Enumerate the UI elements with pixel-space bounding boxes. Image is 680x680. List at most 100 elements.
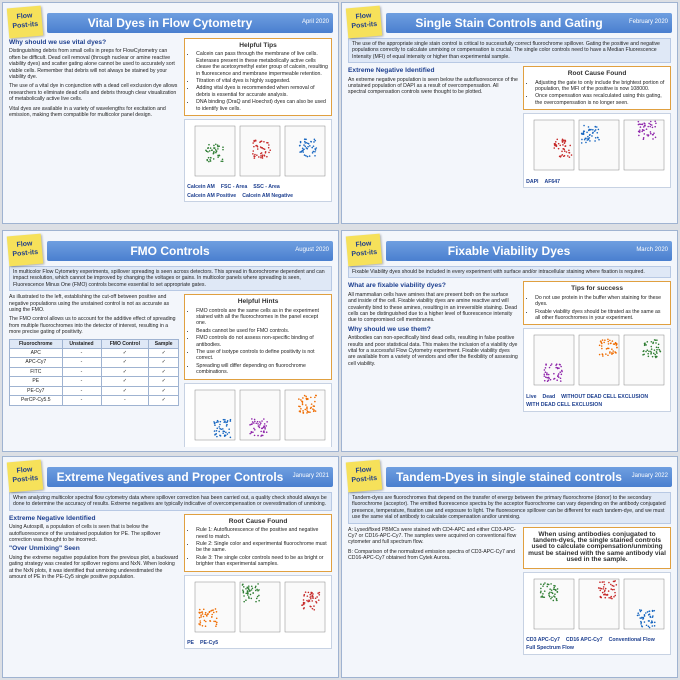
plot-shape xyxy=(305,155,307,157)
plot-shape xyxy=(213,429,216,432)
poster-title: Single Stain Controls and Gating xyxy=(415,16,603,30)
plot-shape xyxy=(306,405,308,408)
plot-shape xyxy=(242,590,245,592)
plot-shape xyxy=(214,433,217,435)
plot-shape xyxy=(654,120,657,123)
plot-shape xyxy=(304,591,307,593)
plot-shape xyxy=(219,427,221,430)
figure-plot xyxy=(533,578,665,629)
table-cell: ✓ xyxy=(100,357,150,368)
plot-shape xyxy=(253,427,255,429)
plot-shape xyxy=(298,405,300,407)
plot-shape xyxy=(607,347,609,350)
paragraph: A: Lysed/fixed PBMCs were stained with C… xyxy=(348,526,517,546)
poster-date: January 2022 xyxy=(631,473,668,479)
plot-shape xyxy=(264,426,266,429)
plot-shape xyxy=(597,128,600,131)
plot-shape xyxy=(544,371,547,374)
figure-labels: DAPI AF647 xyxy=(526,179,668,185)
plot-shape xyxy=(198,611,201,614)
plot-shape xyxy=(263,154,266,157)
plot-shape xyxy=(610,342,612,345)
plot-shape xyxy=(557,143,560,145)
plot-shape xyxy=(226,432,229,435)
plot-shape xyxy=(561,150,563,153)
plot-shape xyxy=(647,135,650,137)
plot-shape xyxy=(539,591,542,594)
plot-shape xyxy=(246,592,249,594)
plot-shape xyxy=(307,410,310,413)
plot-shape xyxy=(560,380,562,383)
plot-shape xyxy=(257,582,259,585)
plot-shape xyxy=(590,129,592,131)
poster-body: Tandem-dyes are fluorochromes that depen… xyxy=(348,492,671,673)
plot-shape xyxy=(306,599,308,601)
plot-shape xyxy=(647,355,650,358)
plot-shape xyxy=(266,141,268,144)
plot-shape xyxy=(638,123,641,126)
plot-shape xyxy=(545,364,547,367)
plot-shape xyxy=(213,611,215,613)
plot-shape xyxy=(309,605,312,607)
plot-shape xyxy=(304,140,306,143)
plot-shape xyxy=(594,126,597,128)
plot-shape xyxy=(564,139,567,142)
plot-shape xyxy=(251,417,253,420)
table-row: PE-Cy7- ✓ ✓ xyxy=(9,385,180,397)
plot-shape xyxy=(600,587,603,590)
plot-shape xyxy=(261,147,264,149)
tips-list: Do not use protein in the buffer when st… xyxy=(527,295,667,322)
plot-shape xyxy=(216,435,218,438)
plot-shape xyxy=(602,587,605,590)
plot-shape xyxy=(654,126,657,128)
plot-shape xyxy=(598,586,600,589)
plot-shape xyxy=(253,157,256,159)
poster-title: Fixable Viability Dyes xyxy=(447,244,571,258)
badge: Flow Post-its xyxy=(345,5,383,39)
badge: Flow Post-its xyxy=(6,459,44,493)
plot-shape xyxy=(194,581,236,632)
plot-shape xyxy=(311,607,314,610)
plot-shape xyxy=(549,588,552,590)
plot-shape xyxy=(651,609,654,611)
table-cell: PE-Cy7 xyxy=(9,385,63,397)
plot-shape xyxy=(268,144,270,146)
plot-shape xyxy=(315,147,318,149)
plot-shape xyxy=(657,347,660,349)
plot-shape xyxy=(209,160,212,162)
plot-shape xyxy=(581,138,583,141)
plot-shape xyxy=(659,351,662,353)
plot-shape xyxy=(208,160,210,163)
plot-shape xyxy=(613,588,615,591)
plot-shape xyxy=(645,128,648,131)
header-cell: FMO Control xyxy=(100,338,150,350)
plot-shape xyxy=(310,597,312,600)
plot-shape xyxy=(219,420,222,423)
tips-list: Calcein can pass through the membrane of… xyxy=(188,51,328,112)
plot-shape xyxy=(263,425,266,427)
plot-shape xyxy=(551,596,553,598)
plot-shape xyxy=(312,410,315,412)
plot-shape xyxy=(599,581,601,583)
plot-shape xyxy=(308,155,311,157)
paragraph: The FMO control allows us to account for… xyxy=(9,316,176,336)
plot-shape xyxy=(640,609,643,611)
tips-heading: Root Cause Found xyxy=(228,517,288,525)
plot-shape xyxy=(257,589,259,592)
poster-title: Vital Dyes in Flow Cytometry xyxy=(87,16,253,30)
plot-shape xyxy=(611,597,613,600)
plot-shape xyxy=(213,620,215,622)
plot-shape xyxy=(616,347,618,349)
plot-shape xyxy=(609,340,611,342)
left-column: What are fixable viability dyes? All mamm… xyxy=(348,281,518,411)
plot-shape xyxy=(215,151,217,154)
plot-shape xyxy=(250,588,253,591)
title-bar: Tandem-Dyes in single stained controls Ja… xyxy=(386,467,672,487)
plot-shape xyxy=(267,146,270,149)
plot-shape xyxy=(298,397,300,400)
plot-shape xyxy=(594,140,596,143)
plot-shape xyxy=(224,418,226,421)
plot-shape xyxy=(554,143,557,145)
plot-shape xyxy=(648,609,651,612)
right-column: Helpful Hints FMO controls are the same c… xyxy=(184,294,332,447)
